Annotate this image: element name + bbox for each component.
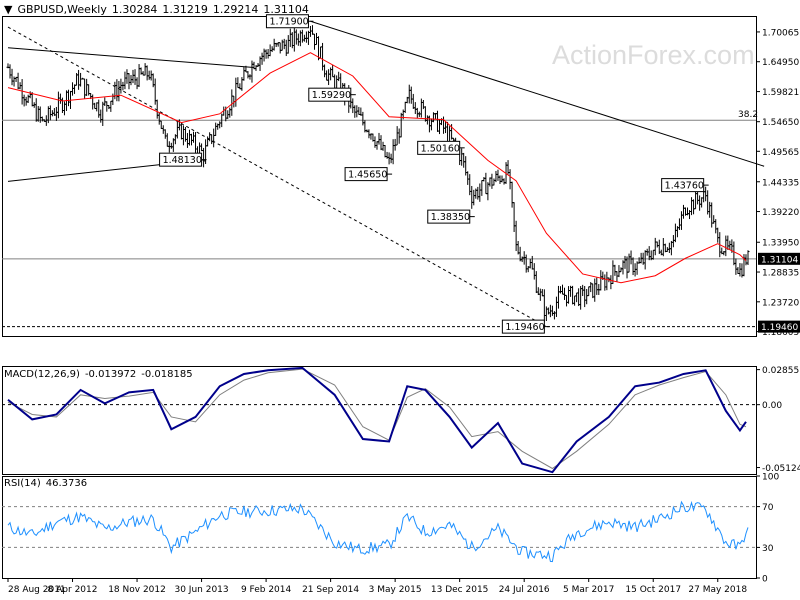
price-y-tick-label: 1.59821 — [762, 88, 799, 98]
price-callout-text: 1.38350 — [431, 212, 470, 223]
level-price-box-text: 1.19460 — [761, 323, 798, 333]
header-open: 1.30284 — [111, 3, 158, 16]
rsi-label: RSI(14) — [4, 478, 41, 489]
ohlc-bar — [746, 250, 750, 265]
macd-title: MACD(12,26,9) -0.013972 -0.018185 — [4, 369, 198, 380]
header-symbol: GBPUSD,Weekly — [17, 3, 107, 16]
price-callout-text: 1.50160 — [421, 143, 460, 154]
header-close: 1.31104 — [263, 3, 309, 16]
current-price-box-text: 1.31104 — [761, 255, 798, 265]
fib-level-label: 38.2 — [738, 110, 758, 120]
price-y-tick-label: 1.23720 — [762, 298, 799, 308]
trendline[interactable] — [7, 26, 547, 328]
price-y-tick-label: 1.64950 — [762, 58, 799, 68]
price-callout: 1.59290 — [308, 87, 356, 102]
x-axis-tick-label: 8 Apr 2012 — [48, 585, 98, 595]
x-axis-tick-label: 3 May 2015 — [369, 585, 422, 595]
price-callout: 1.38350 — [427, 209, 475, 224]
macd-main-line — [7, 366, 747, 474]
trendline[interactable] — [7, 47, 255, 69]
price-y-tick-label: 1.33950 — [762, 239, 799, 249]
watermark: ActionForex.com — [552, 40, 755, 70]
x-axis-tick-label: 24 Jul 2016 — [499, 585, 550, 595]
current-price-box-bg — [758, 252, 800, 265]
price-callout: 1.19460 — [501, 319, 550, 334]
rsi-value: 46.3736 — [45, 478, 88, 489]
price-callout: 1.50160 — [417, 140, 465, 155]
level-price-box-bg — [758, 320, 800, 333]
price-callout: 1.48130 — [159, 152, 207, 167]
x-axis-tick-label: 30 Jun 2013 — [174, 585, 228, 595]
x-axis-tick-label: 5 Mar 2017 — [563, 585, 614, 595]
price-callout-text: 1.48130 — [163, 155, 202, 166]
x-axis-tick-label: 18 Nov 2012 — [108, 585, 166, 595]
price-callout: 1.43760 — [661, 178, 709, 193]
rsi-panel-frame — [2, 476, 757, 579]
rsi-y-tick-label: 100 — [762, 473, 779, 483]
current-price-box: 1.31104 — [758, 252, 800, 265]
trendline[interactable] — [310, 20, 765, 167]
moving-average-line — [7, 52, 747, 284]
level-price-box: 1.19460 — [758, 320, 800, 333]
price-y-tick-label: 1.39220 — [762, 208, 799, 218]
price-y-tick-label: 1.44335 — [762, 178, 799, 188]
macd-signal-value: -0.018185 — [141, 369, 193, 380]
macd-y-tick-label: 0.00 — [762, 401, 782, 411]
price-panel: 1.70065 1.64950 1.59821 1.54650 1.49565 1.443… — [2, 14, 800, 338]
header-high: 1.31219 — [162, 3, 208, 16]
macd-y-tick-label: 0.02855 — [762, 366, 799, 376]
price-callout: 1.45650 — [344, 167, 393, 182]
macd-panel-frame — [2, 366, 757, 475]
macd-panel: 0.02855 0.00 -0.05124 — [2, 366, 800, 475]
rsi-y-tick-label: 30 — [762, 544, 774, 554]
header-low: 1.29214 — [212, 3, 259, 16]
x-axis-tick-label: 27 May 2018 — [688, 585, 747, 595]
price-panel-frame — [2, 16, 757, 337]
price-callout-text: 1.71900 — [269, 17, 308, 28]
header-arrow-icon[interactable]: ▼ — [4, 3, 13, 16]
price-y-tick-label: 1.28835 — [762, 269, 799, 279]
price-y-tick-label: 1.70065 — [762, 28, 799, 38]
x-axis-tick-label: 9 Feb 2014 — [241, 585, 292, 595]
price-callout: 1.71900 — [265, 14, 314, 29]
x-axis-tick-label: 21 Sep 2014 — [302, 585, 359, 595]
macd-y-tick-label: -0.05124 — [762, 464, 800, 474]
rsi-y-tick-label: 70 — [762, 503, 774, 513]
macd-label: MACD(12,26,9) — [4, 369, 80, 380]
price-callout-text: 1.45650 — [348, 170, 387, 181]
chart-header: ▼ GBPUSD,Weekly 1.30284 1.31219 1.29214 1.311… — [4, 3, 314, 16]
rsi-line — [7, 500, 749, 563]
x-axis-tick-label: 13 Dec 2015 — [431, 585, 489, 595]
price-callout-text: 1.59290 — [312, 90, 351, 101]
price-y-tick-label: 1.54650 — [762, 118, 799, 128]
price-y-tick-label: 1.49565 — [762, 148, 799, 158]
x-axis-tick-label: 15 Oct 2017 — [625, 585, 681, 595]
price-y-tick-label: 1.18605 — [762, 328, 799, 338]
rsi-y-tick-label: 0 — [762, 575, 768, 585]
macd-signal-line — [7, 368, 747, 470]
macd-main-value: -0.013972 — [84, 369, 137, 380]
rsi-panel: 100 70 30 0 — [2, 473, 779, 585]
rsi-title: RSI(14) 46.3736 — [4, 478, 92, 489]
x-axis-tick-label: 28 Aug 2011 — [8, 585, 66, 595]
price-callout-text: 1.43760 — [665, 181, 704, 192]
price-callout-text: 1.19460 — [505, 322, 544, 333]
